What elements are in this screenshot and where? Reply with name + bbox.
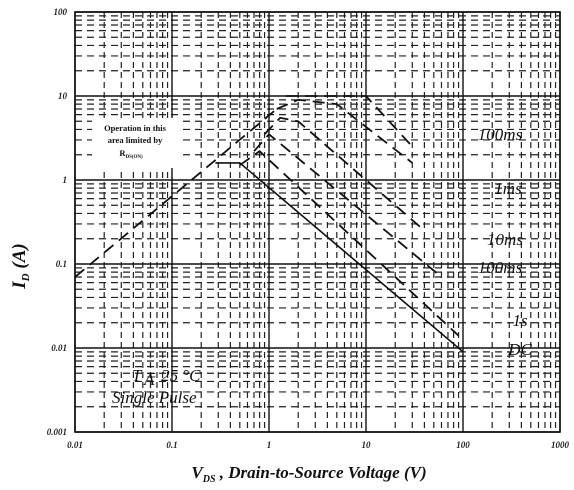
curve-label-1s: 1s	[512, 311, 528, 330]
curves: 100ms 1ms 10ms 100ms 1s DC	[74, 95, 532, 359]
y-tick-label: 1	[63, 175, 68, 185]
curve-100ms-0	[286, 95, 413, 148]
grid	[74, 11, 561, 433]
x-tick-label: 0.1	[166, 440, 177, 450]
plot-frame	[74, 11, 561, 433]
curve-100ms-3	[253, 133, 443, 278]
curve-1s-4	[239, 150, 460, 337]
y-tick-label: 100	[54, 7, 68, 17]
svg-text:Operation in this: Operation in this	[104, 123, 167, 133]
rds-annotation: Operation in this area limited by RDS(ON…	[92, 118, 178, 168]
condition-pulse: Single Pulse	[112, 388, 197, 407]
x-axis-title: VDS , Drain-to-Source Voltage (V)	[191, 463, 426, 485]
curve-label-1ms: 1ms	[494, 179, 522, 198]
curve-10ms-2	[263, 116, 425, 232]
svg-text:Single Pulse: Single Pulse	[112, 388, 197, 407]
svg-text:T = 25 °C: T = 25 °C	[132, 366, 201, 385]
conditions: T = 25 °C A Single Pulse	[112, 366, 201, 407]
y-tick-label: 10	[58, 91, 68, 101]
annotation-line-1: Operation in this	[104, 123, 167, 133]
curve-label-100ms: 100ms	[478, 125, 523, 144]
curve-rds-limit-6	[74, 108, 278, 278]
x-tick-label: 0.01	[67, 440, 83, 450]
x-tick-label: 100	[456, 440, 470, 450]
curve-label-dc: DC	[507, 340, 532, 359]
curve-label-10ms: 10ms	[487, 230, 523, 249]
y-axis-title: ID (A)	[9, 243, 32, 289]
x-tick-label: 10	[362, 440, 372, 450]
x-tick-label: 1	[267, 440, 272, 450]
svg-text:A: A	[143, 370, 155, 389]
svg-text:area limited by: area limited by	[108, 135, 163, 145]
annotation-sub: DS(ON)	[125, 155, 143, 160]
annotation-line-3: R	[119, 148, 126, 158]
annotation-line-2: area limited by	[108, 135, 163, 145]
condition-temp-sub: A	[143, 370, 155, 389]
curve-1ms-1	[276, 98, 413, 164]
y-tick-label: 0.01	[51, 343, 67, 353]
condition-temp: T = 25 °C	[132, 366, 201, 385]
y-tick-label: 0.1	[56, 259, 67, 269]
curve-label-100ms: 100ms	[478, 258, 523, 277]
curve-dc-5	[215, 162, 464, 353]
x-tick-label: 1000	[551, 440, 570, 450]
svg-text:RDS(ON): RDS(ON)	[119, 148, 143, 160]
y-tick-label: 0.001	[47, 427, 67, 437]
